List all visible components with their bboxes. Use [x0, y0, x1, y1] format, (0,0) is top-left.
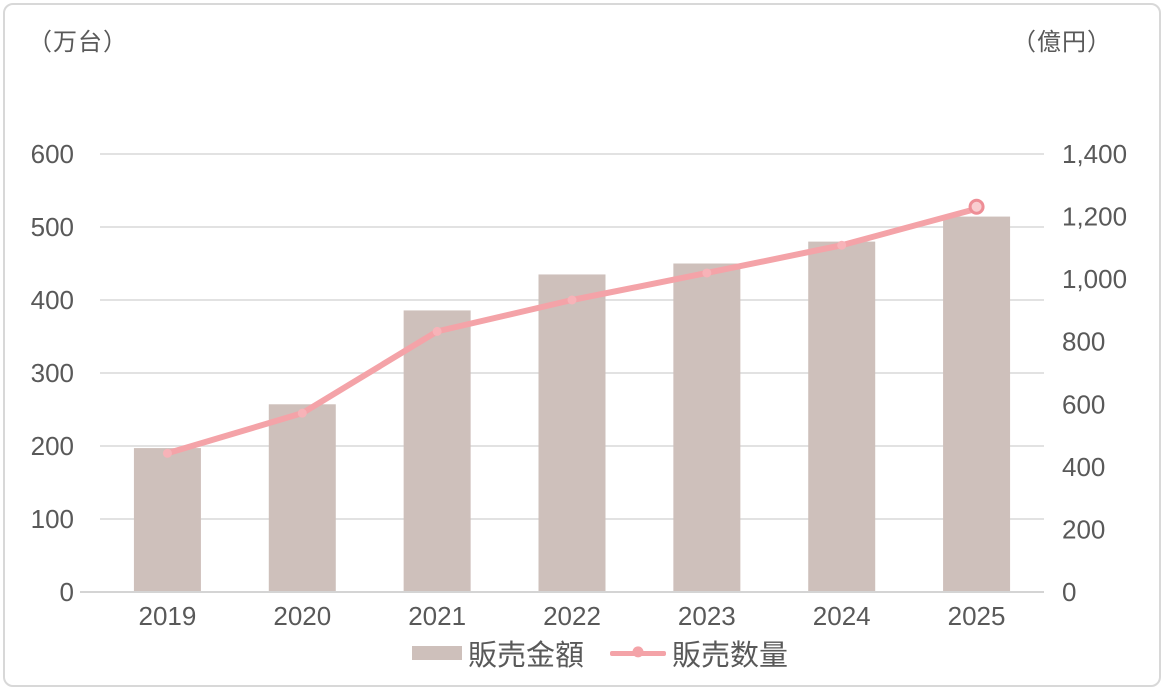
bar-2023 [673, 263, 741, 592]
left-tick-label: 400 [31, 285, 74, 315]
left-tick-label: 0 [60, 577, 74, 607]
bar-2020 [268, 404, 336, 592]
line-marker-dot-icon [632, 646, 644, 658]
x-label-2020: 2020 [273, 601, 331, 631]
right-tick-label: 800 [1062, 327, 1105, 357]
legend-label-sales-volume: 販売数量 [672, 640, 789, 672]
left-axis-unit-label: （万台） [28, 29, 128, 56]
legend-item-sales-amount: 販売金額 [412, 632, 584, 674]
right-tick-label: 0 [1062, 577, 1076, 607]
x-label-2024: 2024 [813, 601, 871, 631]
line-marker-2021 [432, 326, 442, 336]
right-tick-label: 1,400 [1062, 139, 1127, 169]
right-axis-ticks: 0 200 400 600 800 1,000 1,200 1,400 [1062, 139, 1127, 607]
left-tick-label: 300 [31, 358, 74, 388]
line-marker-2023 [702, 268, 712, 278]
line-series-swatch [610, 646, 667, 658]
x-label-2022: 2022 [543, 601, 601, 631]
x-label-2021: 2021 [408, 601, 466, 631]
line-marker-2025 [968, 198, 985, 215]
right-tick-label: 600 [1062, 389, 1105, 419]
x-label-2019: 2019 [139, 601, 197, 631]
line-marker-2024 [837, 240, 847, 250]
left-axis-ticks: 0 100 200 300 400 500 600 [31, 139, 74, 607]
bar-2022 [538, 274, 606, 592]
right-tick-label: 200 [1062, 514, 1105, 544]
right-axis-unit-label: （億円） [1012, 29, 1112, 56]
line-marker-2020 [297, 408, 307, 418]
bar-series-swatch [412, 646, 462, 660]
left-tick-label: 100 [31, 504, 74, 534]
legend-label-sales-amount: 販売金額 [468, 640, 585, 672]
line-marker-2019 [162, 448, 172, 458]
line-marker-2022 [567, 295, 577, 305]
left-tick-label: 600 [31, 139, 74, 169]
bar-series [133, 216, 1011, 593]
bar-2024 [808, 241, 876, 592]
right-tick-label: 1,200 [1062, 202, 1127, 232]
bar-2019 [133, 448, 201, 592]
right-tick-label: 400 [1062, 452, 1105, 482]
right-tick-label: 1,000 [1062, 264, 1127, 294]
legend-item-sales-volume: 販売数量 [610, 632, 788, 674]
bar-2021 [403, 310, 471, 592]
left-tick-label: 200 [31, 431, 74, 461]
left-tick-label: 500 [31, 212, 74, 242]
bar-2025 [943, 216, 1011, 593]
line-series [162, 198, 985, 458]
x-label-2023: 2023 [678, 601, 736, 631]
x-axis-labels: 2019 2020 2021 2022 2023 2024 2025 [139, 601, 1006, 631]
legend: 販売金額 販売数量 [412, 632, 788, 674]
x-label-2025: 2025 [948, 601, 1006, 631]
